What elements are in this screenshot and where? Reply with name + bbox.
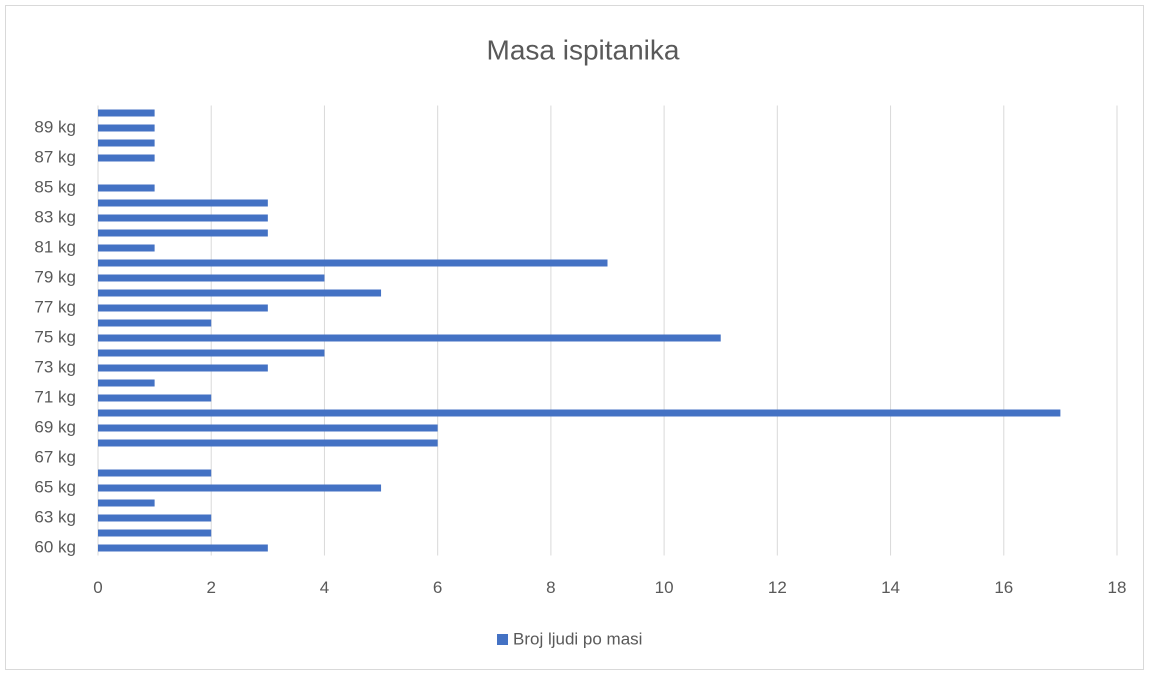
bar xyxy=(98,469,212,477)
bar xyxy=(98,184,155,192)
x-tick-label: 18 xyxy=(1108,578,1127,597)
bar xyxy=(98,274,325,282)
bar xyxy=(98,409,1061,417)
x-tick-label: 16 xyxy=(994,578,1013,597)
y-tick-label: 69 kg xyxy=(34,417,76,436)
y-tick-label: 81 kg xyxy=(34,237,76,256)
x-tick-label: 8 xyxy=(546,578,555,597)
x-tick-label: 10 xyxy=(655,578,674,597)
y-tick-label: 60 kg xyxy=(34,537,76,556)
bar xyxy=(98,319,212,327)
x-tick-label: 4 xyxy=(320,578,329,597)
x-tick-label: 0 xyxy=(93,578,102,597)
x-tick-label: 6 xyxy=(433,578,442,597)
legend-label: Broj ljudi po masi xyxy=(513,629,642,648)
y-tick-label: 67 kg xyxy=(34,447,76,466)
bar xyxy=(98,484,382,492)
bar xyxy=(98,364,268,372)
bar xyxy=(98,124,155,132)
y-tick-label: 63 kg xyxy=(34,507,76,526)
x-tick-label: 14 xyxy=(881,578,900,597)
x-tick-label: 12 xyxy=(768,578,787,597)
bar xyxy=(98,424,438,432)
bar xyxy=(98,349,325,357)
bar xyxy=(98,439,438,447)
bar xyxy=(98,394,212,402)
bar xyxy=(98,244,155,252)
y-tick-label: 73 kg xyxy=(34,357,76,376)
y-tick-label: 71 kg xyxy=(34,387,76,406)
bar xyxy=(98,214,268,222)
y-tick-label: 75 kg xyxy=(34,327,76,346)
bar xyxy=(98,379,155,387)
y-tick-label: 77 kg xyxy=(34,297,76,316)
chart-title: Masa ispitanika xyxy=(487,34,680,65)
y-tick-label: 85 kg xyxy=(34,177,76,196)
y-tick-label: 79 kg xyxy=(34,267,76,286)
bar xyxy=(98,514,212,522)
bar xyxy=(98,229,268,237)
bar xyxy=(98,544,268,552)
bar xyxy=(98,109,155,117)
bar xyxy=(98,259,608,267)
y-tick-label: 65 kg xyxy=(34,477,76,496)
y-tick-label: 83 kg xyxy=(34,207,76,226)
x-tick-label: 2 xyxy=(206,578,215,597)
bar xyxy=(98,529,212,537)
bar xyxy=(98,289,382,297)
bar xyxy=(98,139,155,147)
bar xyxy=(98,199,268,207)
y-tick-label: 89 kg xyxy=(34,117,76,136)
bar xyxy=(98,154,155,162)
bar xyxy=(98,499,155,507)
bar xyxy=(98,334,721,342)
y-tick-label: 87 kg xyxy=(34,147,76,166)
bar xyxy=(98,304,268,312)
legend-swatch xyxy=(497,634,508,645)
